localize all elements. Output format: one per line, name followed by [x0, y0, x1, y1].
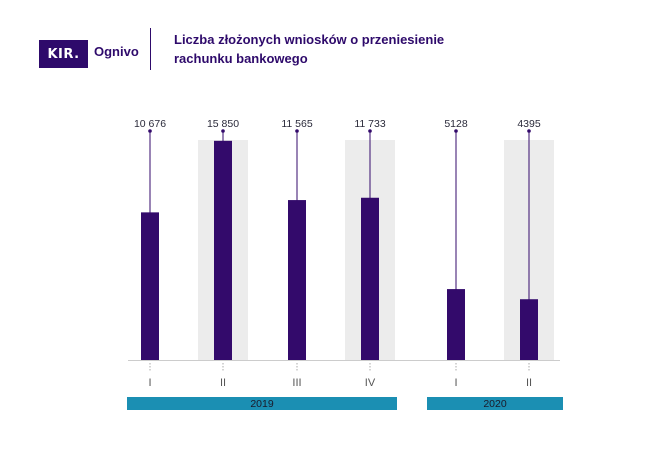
- tick-label: II: [220, 377, 226, 389]
- value-label: 10 676: [134, 118, 166, 130]
- bar: [520, 299, 538, 360]
- guide-dot: [454, 129, 458, 133]
- bar: [288, 200, 306, 360]
- tick-label: I: [454, 377, 457, 389]
- value-label: 4395: [517, 118, 541, 130]
- bar: [361, 197, 379, 360]
- guide-dot: [368, 129, 372, 133]
- value-label: 5128: [444, 118, 468, 130]
- bar: [141, 212, 159, 360]
- year-label: 2019: [250, 398, 274, 410]
- value-label: 11 565: [281, 118, 312, 130]
- header-divider: [150, 28, 151, 70]
- tick-label: II: [526, 377, 532, 389]
- guide-dot: [295, 129, 299, 133]
- tick-label: III: [292, 377, 301, 389]
- year-label: 2020: [483, 398, 507, 410]
- value-label: 15 850: [207, 118, 239, 130]
- chart-title-line-2: rachunku bankowego: [174, 51, 308, 66]
- tick-label: IV: [365, 377, 376, 389]
- value-label: 11 733: [354, 118, 385, 130]
- chart-title-line-1: Liczba złożonych wniosków o przeniesieni…: [174, 32, 445, 47]
- guide-dot: [527, 129, 531, 133]
- bar: [447, 289, 465, 360]
- year-band: [427, 397, 563, 410]
- guide-dot: [148, 129, 152, 133]
- guide-dot: [221, 129, 225, 133]
- kir-logo: KIR.: [39, 40, 88, 68]
- tick-label: I: [148, 377, 151, 389]
- year-band: [127, 397, 397, 410]
- chart-title: Liczba złożonych wniosków o przeniesieni…: [174, 30, 494, 68]
- brand-name: Ognivo: [94, 44, 139, 59]
- bar: [214, 140, 232, 360]
